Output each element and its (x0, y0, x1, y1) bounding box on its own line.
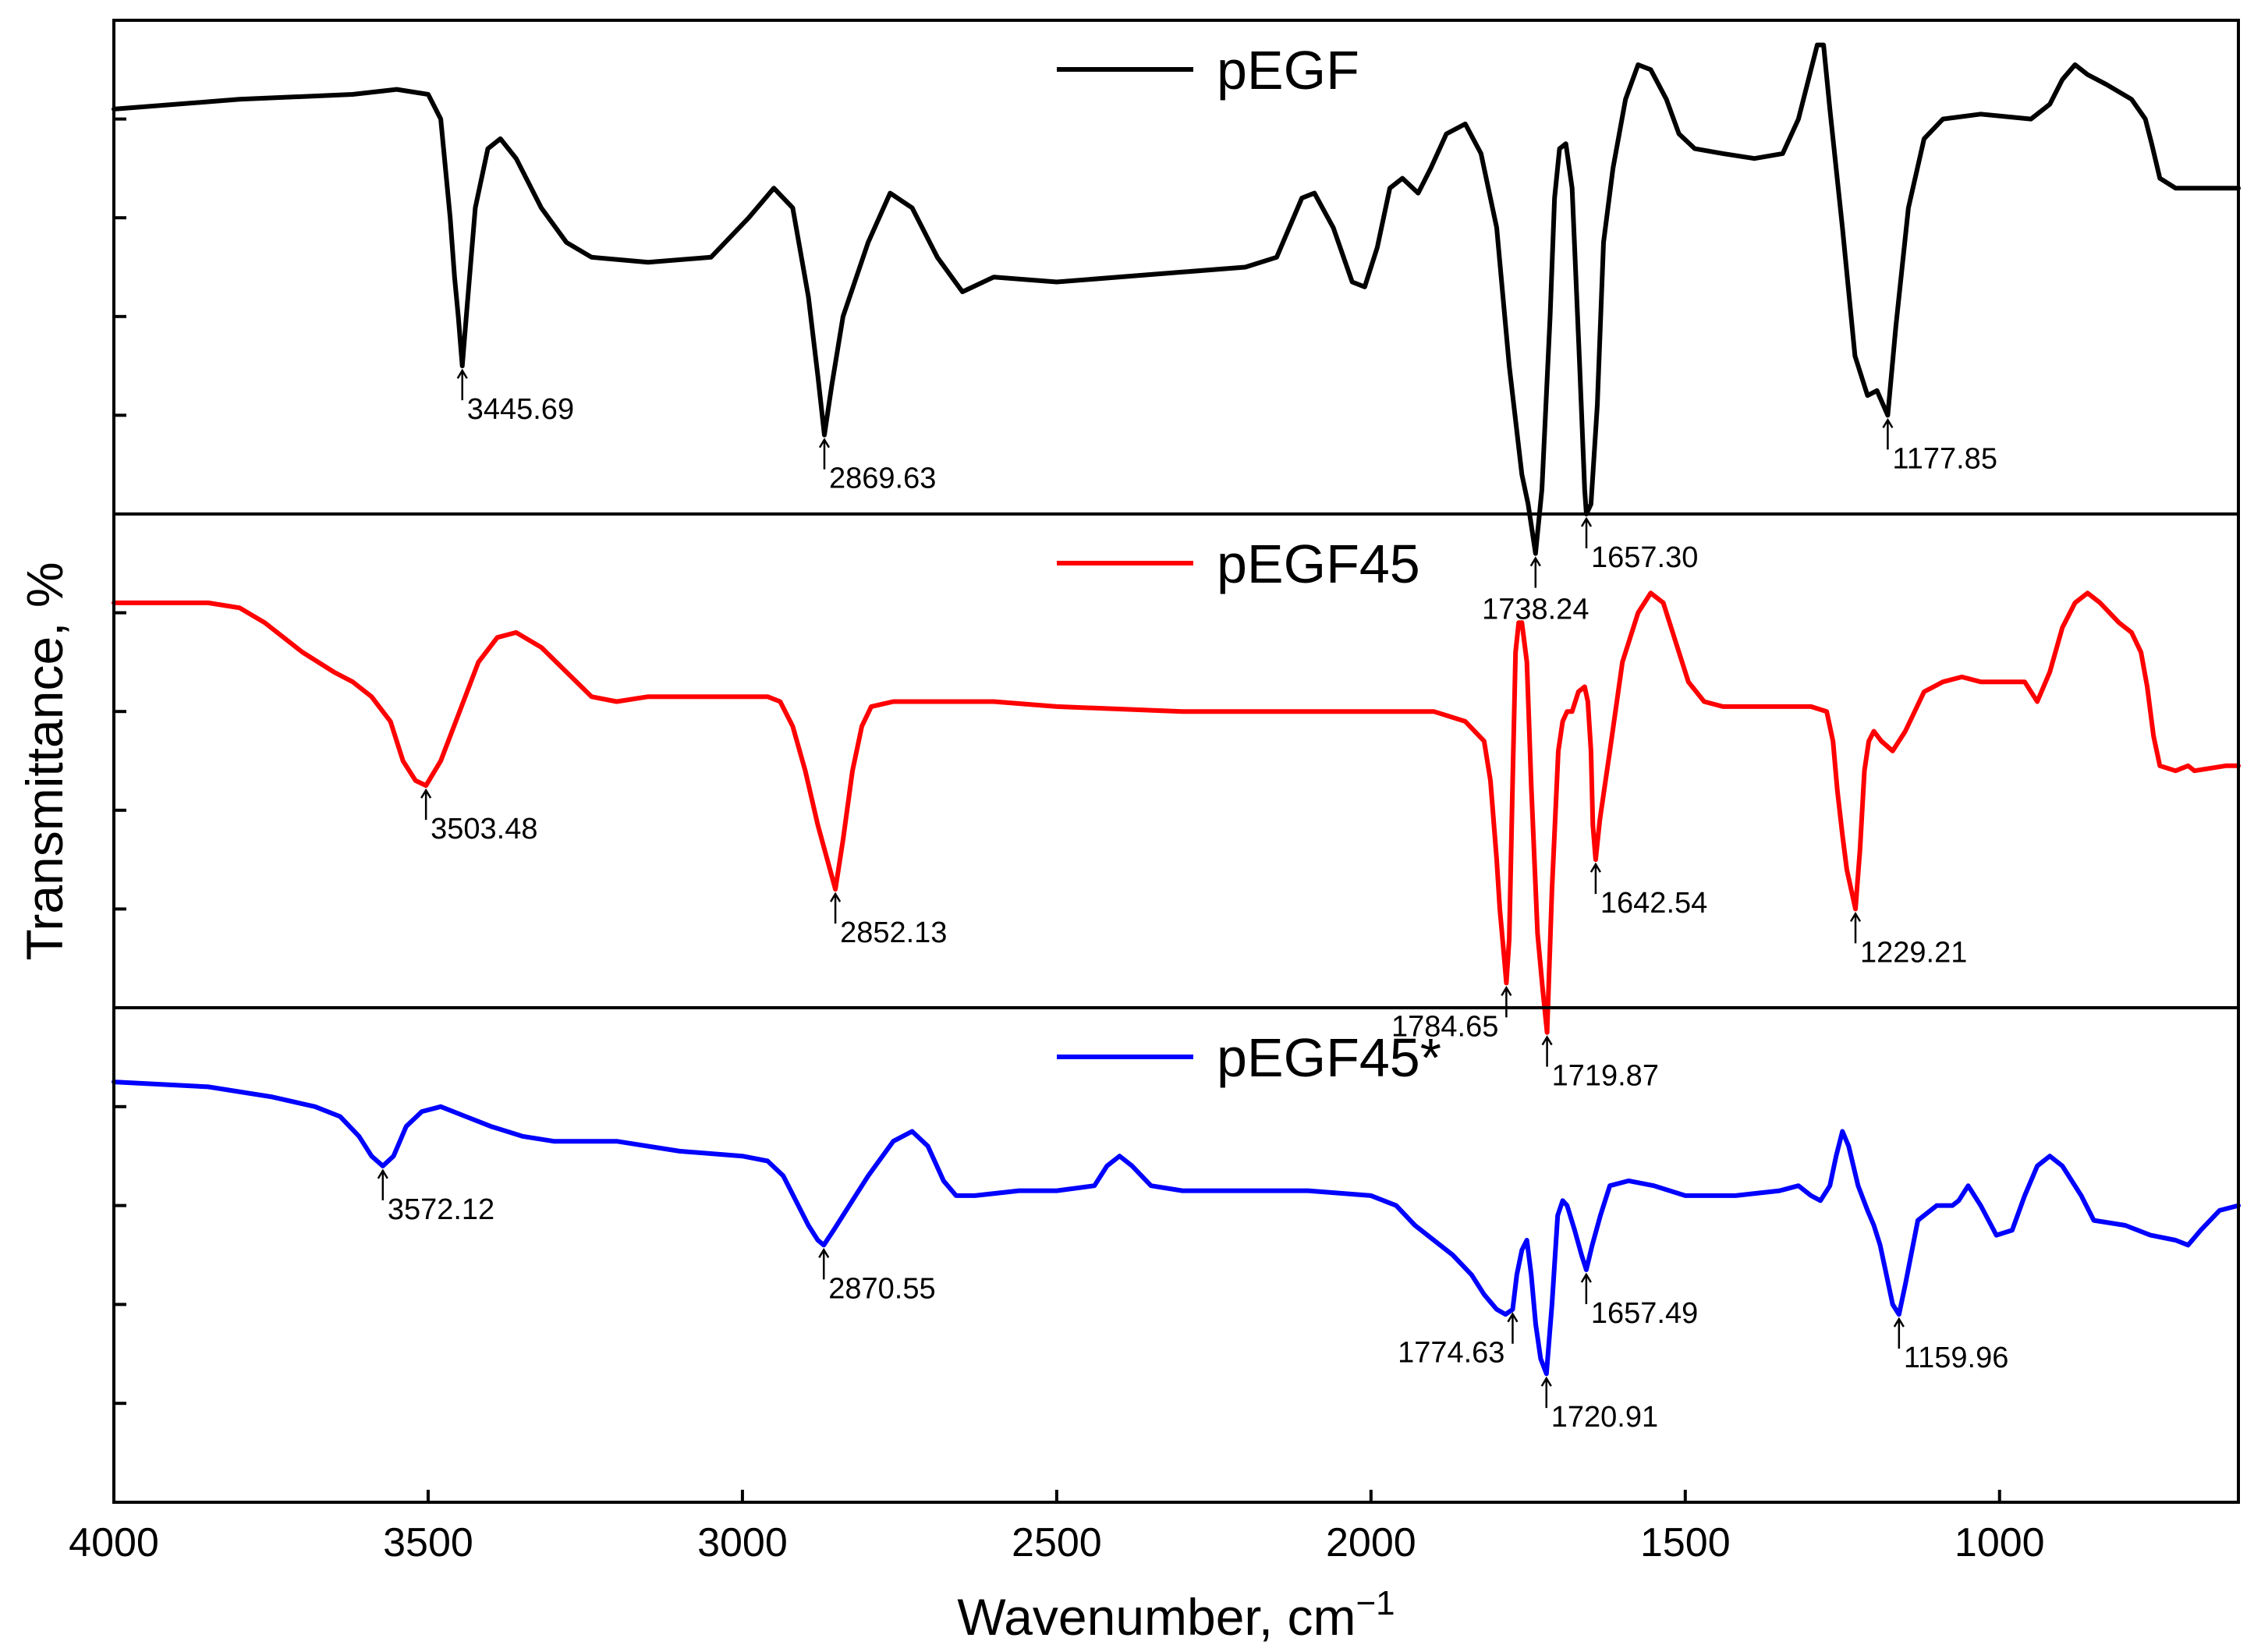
peak-label-pegf-3445-69: 3445.69 (467, 393, 574, 426)
x-tick-label-2000: 2000 (1326, 1520, 1416, 1565)
x-axis-label-text: Wavenumber, cm (957, 1588, 1356, 1646)
x-axis-label: Wavenumber, cm−1 (957, 1584, 1395, 1646)
peak-arrow-pegf45-3503-48 (420, 788, 432, 821)
peak-arrow-pegf45star-3572-12 (377, 1168, 388, 1200)
peak-arrow-pegf45star-1720-91 (1540, 1376, 1552, 1409)
x-axis-label-superscript: −1 (1356, 1584, 1395, 1622)
peak-arrow-pegf-2869-63 (818, 438, 831, 470)
x-tick-label-3500: 3500 (383, 1520, 473, 1565)
legend-label-pegf45star: pEGF45* (1217, 1027, 1441, 1088)
peak-arrow-pegf45star-1774-63 (1507, 1312, 1519, 1344)
peak-label-pegf45star-1720-91: 1720.91 (1551, 1401, 1658, 1434)
y-axis-label: Transmittance, % (16, 562, 73, 960)
peak-label-pegf45star-1159-96: 1159.96 (1904, 1342, 2009, 1374)
ticks-layer: 4000 3500 3000 2500 2000 1500 1000 (69, 117, 2045, 1565)
x-tick-label-1500: 1500 (1640, 1520, 1731, 1565)
x-tick-label-3000: 3000 (697, 1520, 788, 1565)
labels-layer: Wavenumber, cm−1 Transmittance, % (16, 562, 1395, 1646)
peak-label-pegf45-1642-54: 1642.54 (1600, 887, 1707, 920)
peak-arrow-pegf45-1229-21 (1849, 911, 1862, 944)
peak-arrow-pegf-1657-30 (1580, 516, 1593, 548)
peak-arrow-pegf45-2852-13 (830, 892, 842, 924)
peak-label-pegf45star-3572-12: 3572.12 (388, 1193, 494, 1226)
plot-frame (112, 19, 2240, 1504)
peak-label-pegf-2869-63: 2869.63 (829, 463, 936, 495)
peak-arrow-pegf45-1642-54 (1589, 862, 1601, 895)
peak-arrow-pegf45-1784-65 (1501, 985, 1512, 1018)
peak-arrow-pegf45star-2870-55 (818, 1247, 830, 1280)
axes-layer (112, 19, 2240, 1504)
peak-arrow-pegf45star-1657-49 (1580, 1272, 1592, 1305)
peak-label-pegf45-1719-87: 1719.87 (1552, 1060, 1659, 1093)
series-line-pegf (112, 42, 2241, 556)
x-tick-label-2500: 2500 (1012, 1520, 1102, 1565)
peak-arrow-pegf45-1719-87 (1541, 1035, 1553, 1067)
legend-label-pegf: pEGF (1217, 40, 1359, 101)
peak-label-pegf45-3503-48: 3503.48 (431, 813, 537, 845)
series-line-pegf45star (112, 1079, 2241, 1377)
peak-label-pegf-1177-85: 1177.85 (1892, 442, 1997, 475)
peak-label-pegf45-1784-65: 1784.65 (1391, 1010, 1498, 1043)
peak-arrow-pegf45star-1159-96 (1893, 1317, 1905, 1349)
legend-label-pegf45: pEGF45 (1217, 534, 1420, 594)
x-tick-label-1000: 1000 (1955, 1520, 2045, 1565)
peak-label-pegf45star-1657-49: 1657.49 (1591, 1297, 1698, 1330)
peak-arrow-pegf-1177-85 (1882, 417, 1894, 450)
peak-label-pegf-1657-30: 1657.30 (1591, 541, 1698, 574)
peak-arrow-pegf-1738-24 (1529, 556, 1541, 588)
peak-label-pegf45-1229-21: 1229.21 (1860, 936, 1967, 969)
series-line-pegf45 (112, 590, 2241, 1035)
peak-label-pegf45-2852-13: 2852.13 (840, 916, 947, 949)
peak-label-pegf45star-1774-63: 1774.63 (1398, 1337, 1504, 1370)
peak-arrow-pegf-3445-69 (456, 368, 468, 401)
x-tick-label-4000: 4000 (69, 1520, 159, 1565)
peak-label-pegf45star-2870-55: 2870.55 (828, 1272, 935, 1305)
peak-label-pegf-1738-24: 1738.24 (1482, 594, 1589, 626)
